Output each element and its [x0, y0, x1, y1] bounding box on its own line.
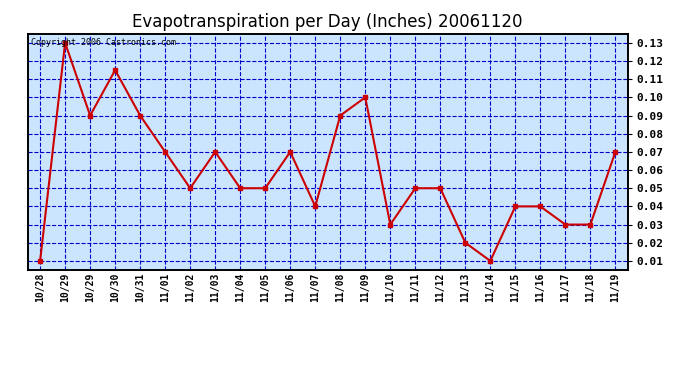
- Title: Evapotranspiration per Day (Inches) 20061120: Evapotranspiration per Day (Inches) 2006…: [132, 13, 523, 31]
- Text: Copyright 2006 Castronics.com: Copyright 2006 Castronics.com: [30, 39, 175, 48]
